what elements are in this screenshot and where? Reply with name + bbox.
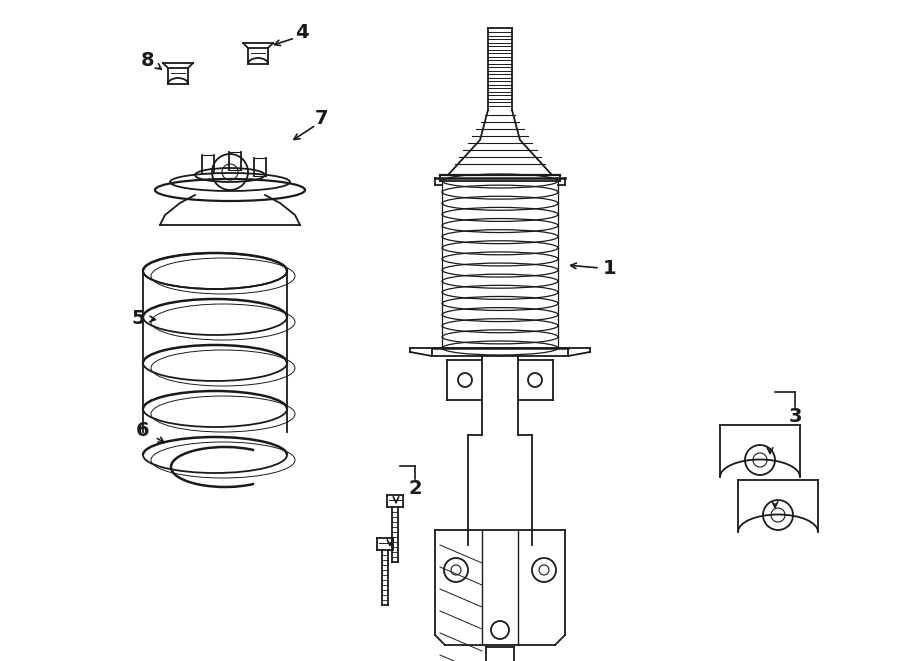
Text: 4: 4: [295, 22, 309, 42]
Text: 1: 1: [603, 258, 616, 278]
Text: 7: 7: [315, 108, 328, 128]
Text: 5: 5: [131, 309, 145, 327]
Text: 8: 8: [141, 50, 155, 69]
Text: 6: 6: [136, 420, 149, 440]
Text: 2: 2: [409, 479, 422, 498]
Text: 3: 3: [788, 407, 802, 426]
